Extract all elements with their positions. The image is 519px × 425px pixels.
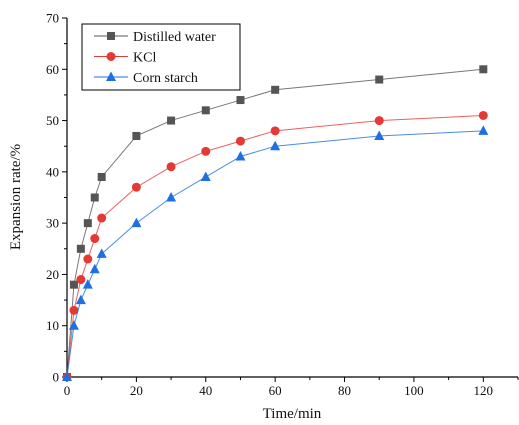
legend-marker <box>106 52 116 61</box>
data-point <box>69 305 79 315</box>
data-point <box>82 279 93 289</box>
series-line <box>66 114 484 378</box>
y-tick-label: 70 <box>46 11 59 26</box>
data-point <box>478 125 489 135</box>
data-point <box>201 146 211 156</box>
x-axis-label: Time/min <box>263 406 322 422</box>
y-tick-label: 20 <box>46 267 59 282</box>
x-tick-label: 60 <box>269 383 282 398</box>
data-point <box>97 213 107 223</box>
legend-label: Distilled water <box>133 30 216 45</box>
series-line <box>66 130 484 378</box>
data-point <box>270 140 281 151</box>
data-point <box>200 171 211 181</box>
data-point <box>68 320 79 330</box>
data-point <box>76 275 86 285</box>
series-line <box>66 68 484 378</box>
data-point <box>271 85 280 94</box>
legend-label: KCl <box>133 51 156 66</box>
x-tick-label: 20 <box>130 383 143 398</box>
legend: Distilled water KCl Corn starch <box>81 23 241 91</box>
legend-label: Corn starch <box>133 71 198 86</box>
legend-marker <box>106 71 116 81</box>
y-tick-label: 30 <box>46 216 59 231</box>
data-point <box>235 150 246 161</box>
x-tick-label: 100 <box>404 383 424 398</box>
x-tick-label: 120 <box>474 383 494 398</box>
y-tick-label: 0 <box>53 370 60 385</box>
data-point <box>374 116 384 126</box>
data-point <box>97 172 106 181</box>
x-tick-label: 0 <box>64 383 71 398</box>
data-point <box>131 217 142 228</box>
data-point <box>167 116 176 125</box>
y-tick-label: 40 <box>46 164 59 179</box>
data-point <box>166 192 177 202</box>
data-point <box>75 294 86 305</box>
legend-marker <box>107 32 115 40</box>
series-distilled-water <box>63 65 488 381</box>
x-tick-label: 40 <box>199 383 212 398</box>
data-point <box>132 131 141 140</box>
data-point <box>478 110 488 120</box>
data-point <box>270 126 280 136</box>
y-tick-label: 10 <box>46 318 59 333</box>
data-point <box>83 219 92 228</box>
data-point <box>83 254 93 264</box>
y-tick-label: 50 <box>46 113 59 128</box>
y-tick-label: 60 <box>46 62 59 77</box>
data-point <box>90 193 99 202</box>
y-axis-label: Expansion rate/% <box>8 144 24 250</box>
data-point <box>131 182 141 192</box>
data-point <box>90 234 100 244</box>
data-point <box>76 244 85 253</box>
x-tick-label: 80 <box>338 383 351 398</box>
series-kcl <box>62 110 488 382</box>
data-point <box>235 136 245 146</box>
data-point <box>62 371 72 381</box>
data-point <box>236 96 245 105</box>
data-point <box>69 280 78 289</box>
data-point <box>479 65 488 74</box>
data-point <box>375 75 384 84</box>
data-point <box>89 263 100 274</box>
data-point <box>374 130 385 140</box>
series-corn-starch <box>62 125 489 381</box>
series-layer <box>62 65 489 382</box>
data-point <box>96 248 107 258</box>
data-point <box>166 162 176 172</box>
data-point <box>201 106 210 115</box>
axes: 0 20 40 60 80 100 120 0 10 20 30 40 50 60 70 <box>46 11 519 398</box>
